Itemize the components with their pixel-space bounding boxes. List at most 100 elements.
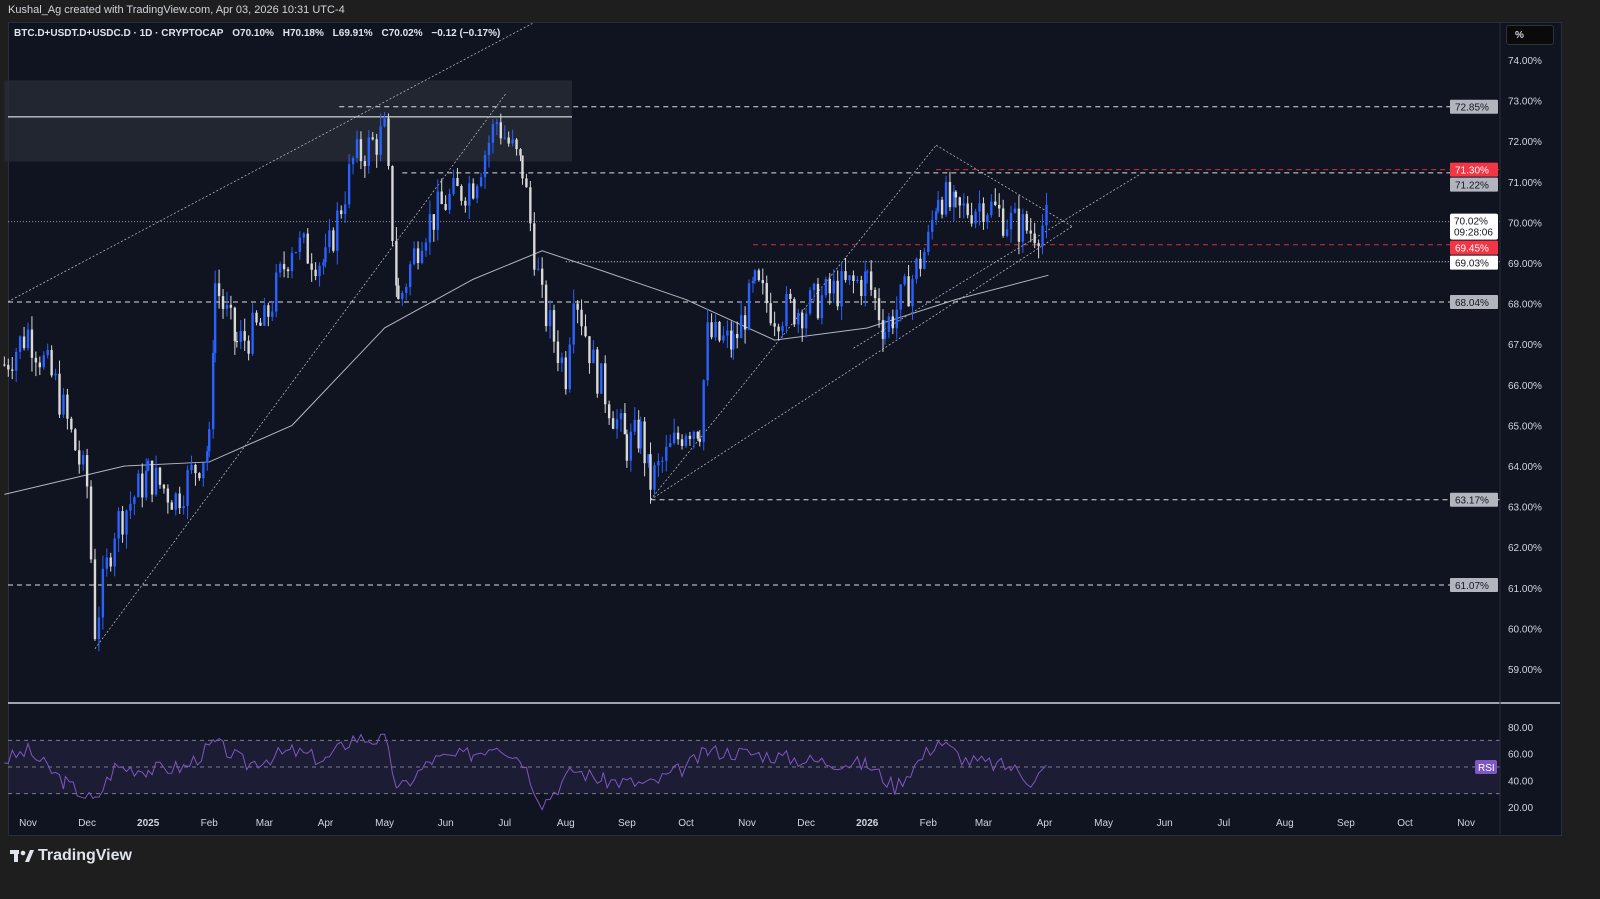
- candle[interactable]: [625, 434, 629, 461]
- unit-percent-button[interactable]: %: [1506, 25, 1554, 45]
- candle[interactable]: [998, 204, 1001, 209]
- candle[interactable]: [765, 283, 768, 304]
- candle[interactable]: [322, 262, 325, 266]
- candle[interactable]: [877, 298, 881, 321]
- candle[interactable]: [217, 283, 221, 297]
- candle[interactable]: [93, 559, 97, 640]
- candle[interactable]: [661, 460, 664, 462]
- candle[interactable]: [698, 438, 701, 442]
- candle[interactable]: [966, 203, 969, 216]
- candle[interactable]: [343, 204, 347, 215]
- candle[interactable]: [619, 413, 623, 420]
- candle[interactable]: [970, 215, 973, 224]
- candle[interactable]: [560, 357, 564, 364]
- trendline[interactable]: [94, 92, 508, 649]
- candle[interactable]: [78, 450, 81, 465]
- candle[interactable]: [529, 187, 532, 224]
- candle[interactable]: [38, 362, 42, 368]
- candle[interactable]: [487, 142, 491, 155]
- candle[interactable]: [255, 312, 258, 323]
- candle[interactable]: [211, 352, 215, 430]
- trendline[interactable]: [4, 23, 533, 303]
- candle[interactable]: [397, 285, 400, 299]
- candle[interactable]: [958, 197, 962, 206]
- candle[interactable]: [405, 286, 408, 293]
- candle[interactable]: [472, 183, 475, 199]
- candle[interactable]: [866, 271, 869, 273]
- candle[interactable]: [113, 538, 116, 567]
- candle[interactable]: [432, 214, 436, 230]
- candle[interactable]: [267, 305, 270, 317]
- candle[interactable]: [511, 139, 514, 144]
- candle[interactable]: [213, 283, 217, 353]
- candle[interactable]: [580, 309, 583, 327]
- candle[interactable]: [282, 264, 286, 270]
- candle[interactable]: [592, 349, 595, 364]
- candle[interactable]: [351, 158, 355, 165]
- candle[interactable]: [464, 200, 467, 206]
- candle[interactable]: [684, 435, 688, 446]
- candle[interactable]: [732, 333, 735, 350]
- candle[interactable]: [379, 126, 382, 155]
- candle[interactable]: [328, 230, 331, 248]
- candle[interactable]: [706, 322, 709, 381]
- candle[interactable]: [146, 460, 150, 471]
- trendline[interactable]: [853, 173, 1142, 349]
- candle[interactable]: [948, 182, 952, 208]
- candle[interactable]: [290, 252, 294, 272]
- candle[interactable]: [371, 137, 374, 140]
- candle[interactable]: [952, 191, 956, 208]
- candle[interactable]: [761, 280, 765, 284]
- candle[interactable]: [383, 118, 386, 127]
- candle[interactable]: [74, 429, 77, 451]
- candle[interactable]: [70, 418, 73, 430]
- candle[interactable]: [982, 203, 985, 223]
- candle[interactable]: [623, 413, 627, 435]
- candle[interactable]: [332, 230, 335, 251]
- candle[interactable]: [891, 316, 895, 329]
- candle[interactable]: [611, 418, 615, 429]
- candle[interactable]: [271, 311, 274, 317]
- candle[interactable]: [117, 511, 120, 539]
- candle[interactable]: [436, 191, 439, 230]
- candle[interactable]: [824, 278, 828, 296]
- candle[interactable]: [844, 271, 847, 280]
- candle[interactable]: [923, 251, 926, 269]
- candle[interactable]: [576, 303, 579, 310]
- candle[interactable]: [1001, 208, 1005, 236]
- candle[interactable]: [42, 355, 45, 368]
- candle[interactable]: [665, 446, 668, 461]
- candle[interactable]: [812, 283, 816, 291]
- candle[interactable]: [911, 279, 914, 307]
- candle[interactable]: [785, 293, 788, 327]
- candle[interactable]: [852, 275, 855, 282]
- candle[interactable]: [11, 369, 14, 371]
- candle[interactable]: [221, 296, 225, 309]
- candle[interactable]: [46, 350, 49, 356]
- candle[interactable]: [30, 329, 34, 358]
- candle[interactable]: [239, 331, 242, 342]
- candle[interactable]: [121, 511, 124, 535]
- candle[interactable]: [208, 429, 211, 452]
- candle[interactable]: [101, 568, 105, 618]
- candle[interactable]: [781, 326, 784, 332]
- candle[interactable]: [1021, 214, 1025, 242]
- candle[interactable]: [50, 350, 53, 376]
- candle[interactable]: [702, 380, 705, 442]
- candle[interactable]: [936, 199, 940, 212]
- candle[interactable]: [251, 312, 254, 354]
- candle[interactable]: [1045, 204, 1048, 226]
- supply-zone[interactable]: [4, 80, 573, 162]
- candle[interactable]: [519, 149, 522, 156]
- candle[interactable]: [816, 283, 820, 319]
- candle[interactable]: [468, 183, 471, 206]
- candle[interactable]: [367, 137, 371, 167]
- candle[interactable]: [1009, 212, 1013, 230]
- candle[interactable]: [978, 203, 981, 212]
- candle[interactable]: [408, 264, 412, 287]
- candle[interactable]: [714, 321, 717, 338]
- candle[interactable]: [757, 270, 761, 281]
- candle[interactable]: [275, 272, 278, 312]
- candle[interactable]: [537, 268, 540, 270]
